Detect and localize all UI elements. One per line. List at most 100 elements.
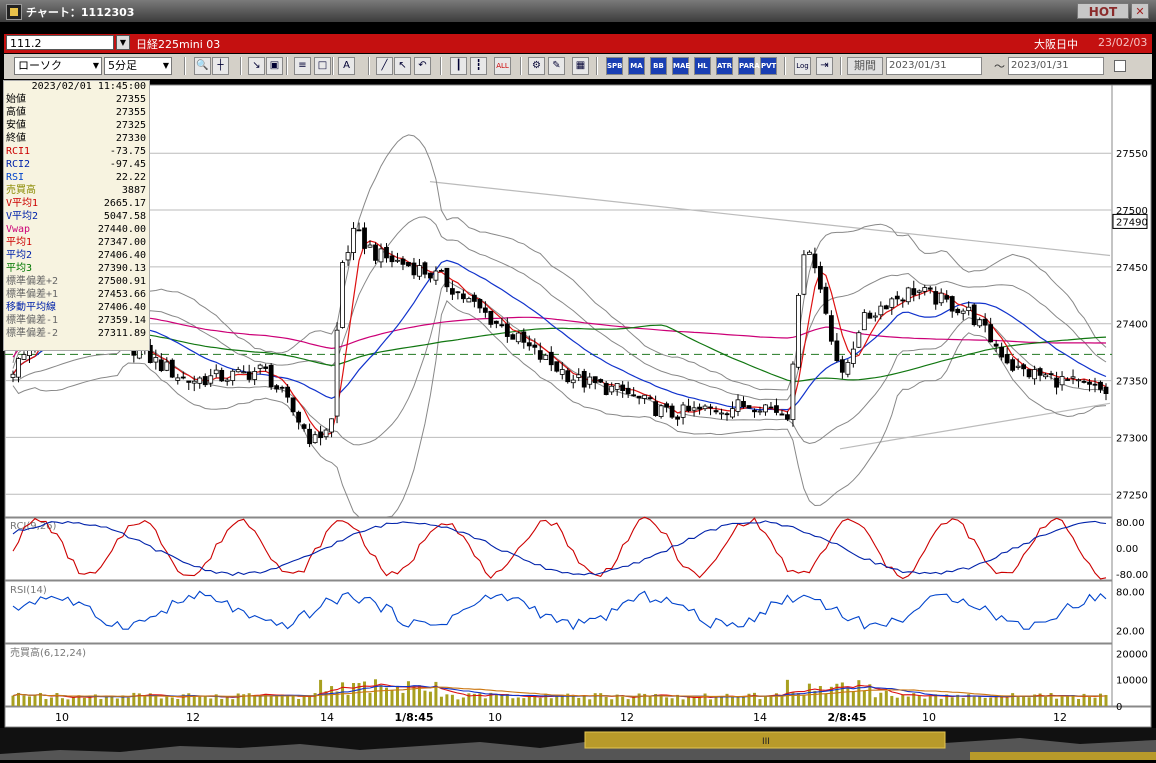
- volume-bar: [928, 696, 932, 706]
- info-row: 標準偏差+2 27500.91: [4, 275, 149, 288]
- toolbar-line-button[interactable]: ╱: [376, 57, 393, 75]
- app-icon: [6, 4, 22, 20]
- toolbar-tool-button[interactable]: ✎: [548, 57, 565, 75]
- volume-bar: [791, 692, 795, 706]
- ma2-line: [12, 259, 1107, 411]
- toolbar-zoom-button[interactable]: 🔍: [194, 57, 211, 75]
- volume-bar: [774, 693, 778, 706]
- candle-body: [625, 387, 631, 395]
- volume-tick-label: 20000: [1116, 649, 1148, 660]
- toolbar-crosshair-button[interactable]: ┼: [212, 57, 229, 75]
- volume-bar: [319, 679, 323, 706]
- candle-body: [235, 369, 241, 373]
- candle-body: [999, 346, 1005, 358]
- set-icon: ⚙: [532, 60, 541, 71]
- toolbar-undo-button[interactable]: ↶: [414, 57, 431, 75]
- candle-body: [883, 305, 889, 310]
- candle-body: [334, 329, 340, 417]
- info-label: 標準偏差-1: [6, 315, 59, 326]
- info-value: 27325: [115, 120, 146, 131]
- volume-bar: [1066, 695, 1070, 706]
- info-row: 終値 27330: [4, 132, 149, 145]
- volume-bar: [752, 692, 756, 706]
- candle-body: [460, 293, 466, 300]
- candle-body: [1059, 376, 1065, 386]
- candle-body: [417, 265, 422, 277]
- candle-body: [856, 332, 862, 348]
- volume-bar: [110, 695, 114, 706]
- interval-select[interactable]: 5分足 ▼: [104, 57, 172, 75]
- volume-bar: [956, 694, 960, 706]
- volume-bar: [835, 683, 839, 706]
- volume-bar: [1104, 694, 1108, 706]
- toolbar-bar1-button[interactable]: ┃: [450, 57, 467, 75]
- volume-bar: [670, 698, 674, 706]
- candle-body: [301, 424, 307, 429]
- chart-area[interactable]: 27550 27500 27450 27400 27350 27300 27250 27490…: [0, 80, 1156, 728]
- toolbar-set-button[interactable]: ⚙: [528, 57, 545, 75]
- volume-bar: [1011, 693, 1015, 706]
- toolbar-palette-button[interactable]: ▦: [572, 57, 589, 75]
- toolbar-bar2-button[interactable]: ┇: [470, 57, 487, 75]
- info-label: RCI1: [6, 146, 31, 157]
- candle-body: [845, 362, 851, 375]
- candle-body: [620, 384, 626, 391]
- info-label: RSI: [6, 172, 25, 183]
- chevron-down-icon[interactable]: ▼: [116, 35, 130, 50]
- to-date-field[interactable]: 2023/01/31: [1008, 57, 1104, 75]
- candle-body: [1026, 369, 1032, 378]
- candle-body: [834, 340, 840, 362]
- toolbar-trend-button[interactable]: ↘: [248, 57, 265, 75]
- from-date-field[interactable]: 2023/01/31: [886, 57, 982, 75]
- scroll-thumb[interactable]: [584, 731, 946, 749]
- toolbar-bb-button[interactable]: BB: [650, 57, 667, 75]
- text-icon: A: [343, 60, 350, 71]
- symbol-code-input[interactable]: 111.2: [6, 35, 114, 50]
- horizontal-scrollbar[interactable]: III: [0, 728, 1156, 760]
- toolbar-pvt-button[interactable]: PVT: [760, 57, 777, 75]
- toolbar-pointer-button[interactable]: ↖: [394, 57, 411, 75]
- toolbar-fib-button[interactable]: ≡: [294, 57, 311, 75]
- hot-button[interactable]: HOT: [1077, 3, 1129, 19]
- candle-body: [955, 308, 961, 314]
- window-titlebar: チャート：1112303 HOT ✕: [0, 0, 1156, 22]
- candle-body: [191, 380, 197, 384]
- volume-bar: [901, 694, 905, 706]
- toolbar-export-button[interactable]: ⇥: [816, 57, 833, 75]
- toolbar-para-button[interactable]: PARA: [738, 57, 760, 75]
- toolbar-box-button[interactable]: □: [314, 57, 331, 75]
- toolbar-log-button[interactable]: Log: [794, 57, 811, 75]
- period-button[interactable]: 期間: [847, 57, 883, 75]
- chart-type-select[interactable]: ローソク ▼: [14, 57, 102, 75]
- candle-body: [373, 244, 378, 261]
- rsi-panel-label: RSI(14): [10, 585, 47, 596]
- candle-body: [428, 272, 433, 279]
- range-checkbox[interactable]: [1114, 60, 1126, 72]
- close-button[interactable]: ✕: [1131, 3, 1149, 19]
- time-axis-label: 10: [55, 711, 69, 724]
- info-timestamp: 2023/02/01 11:45:00: [31, 81, 146, 92]
- candle-body: [180, 376, 186, 379]
- toolbar-ma-button[interactable]: MA: [628, 57, 645, 75]
- volume-bar: [626, 699, 630, 706]
- toolbar-select-button[interactable]: ▣: [266, 57, 283, 75]
- volume-bar: [972, 696, 976, 706]
- volume-bar: [681, 699, 685, 706]
- candle-body: [351, 227, 356, 254]
- candle-body: [543, 354, 549, 361]
- candle-body: [16, 358, 21, 378]
- toolbar-text-button[interactable]: A: [338, 57, 355, 75]
- toolbar-atr-button[interactable]: ATR: [716, 57, 733, 75]
- range-tilde: 〜: [994, 60, 1005, 73]
- toolbar-spb-button[interactable]: SPB: [606, 57, 623, 75]
- ohlc-info-panel: 2023/02/01 11:45:00 始値 27355 高値 27355 安値 2732…: [3, 80, 150, 351]
- price-axis-bg: [1111, 84, 1152, 707]
- volume-bar: [906, 696, 910, 706]
- toolbar-hl-button[interactable]: HL: [694, 57, 711, 75]
- candle-body: [274, 385, 280, 390]
- toolbar-all-button[interactable]: ALL: [494, 57, 511, 75]
- candle-body: [669, 405, 675, 418]
- time-axis-label: 12: [620, 711, 634, 724]
- toolbar-mae-button[interactable]: MAE: [672, 57, 690, 75]
- volume-bar: [308, 696, 312, 706]
